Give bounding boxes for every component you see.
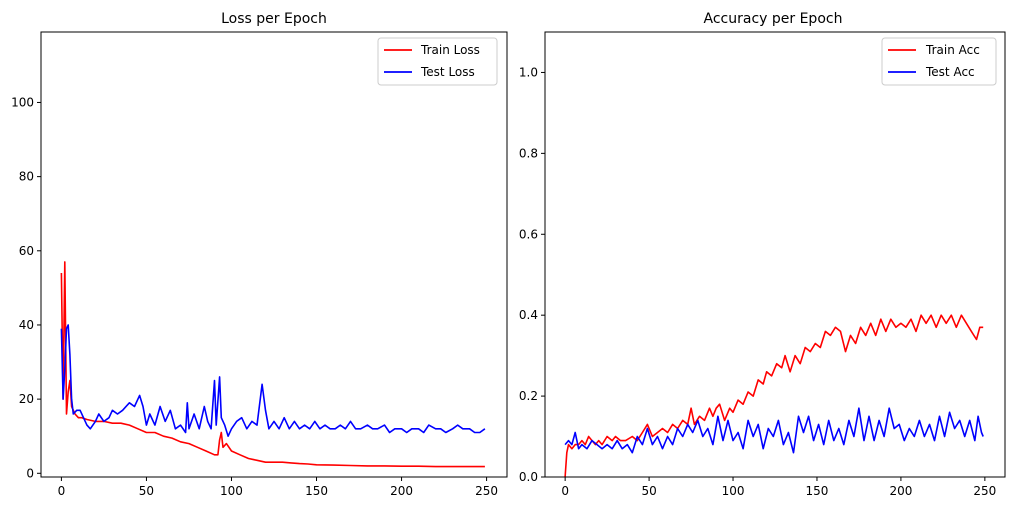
loss-series-line-train-loss bbox=[60, 261, 485, 468]
acc-y-tick-label: 0.0 bbox=[519, 470, 538, 484]
accuracy-legend: Train Acc Test Acc bbox=[881, 37, 997, 86]
loss-y-tick-label: 40 bbox=[19, 318, 34, 332]
loss-x-tick-label: 250 bbox=[475, 484, 498, 498]
acc-series-line-test-acc bbox=[564, 407, 984, 454]
loss-x-tick-label: 200 bbox=[390, 484, 413, 498]
loss-chart: Loss per Epoch 0 50 100 150 200 250 0 20 40 60 80 1… bbox=[11, 11, 508, 498]
loss-axes-frame bbox=[40, 31, 508, 478]
loss-y-tick-label: 60 bbox=[19, 244, 34, 258]
loss-y-tick-label: 0 bbox=[26, 466, 34, 480]
loss-chart-title: Loss per Epoch bbox=[221, 11, 327, 27]
acc-x-tick-label: 250 bbox=[973, 484, 996, 498]
loss-y-tick-label: 100 bbox=[11, 95, 34, 109]
loss-x-tick-label: 50 bbox=[139, 484, 154, 498]
accuracy-axes: 0 50 100 150 200 250 0.0 0.2 0.4 0.6 0.8 1.0 bbox=[519, 31, 1006, 498]
loss-x-tick-label: 0 bbox=[58, 484, 66, 498]
acc-y-tick-label: 1.0 bbox=[519, 65, 538, 79]
legend-label-train-loss: Train Loss bbox=[420, 43, 480, 57]
loss-series-line-test-loss bbox=[60, 324, 486, 437]
acc-y-tick-label: 0.2 bbox=[519, 389, 538, 403]
legend-label-test-loss: Test Loss bbox=[420, 65, 475, 79]
accuracy-chart-title: Accuracy per Epoch bbox=[704, 11, 843, 27]
accuracy-series-group bbox=[564, 314, 984, 477]
acc-y-tick-label: 0.6 bbox=[519, 227, 538, 241]
loss-y-tick-label: 20 bbox=[19, 392, 34, 406]
loss-axes: 0 50 100 150 200 250 0 20 40 60 80 100 bbox=[11, 31, 508, 498]
acc-x-tick-label: 200 bbox=[889, 484, 912, 498]
acc-x-tick-label: 100 bbox=[722, 484, 745, 498]
accuracy-chart: Accuracy per Epoch 0 50 100 150 200 250 0.0 0.2… bbox=[519, 11, 1006, 498]
loss-x-tick-label: 150 bbox=[305, 484, 328, 498]
loss-y-tick-label: 80 bbox=[19, 170, 34, 184]
acc-x-tick-label: 150 bbox=[806, 484, 829, 498]
acc-axes-frame bbox=[544, 31, 1006, 478]
acc-x-tick-label: 50 bbox=[641, 484, 656, 498]
legend-label-train-acc: Train Acc bbox=[925, 43, 980, 57]
acc-x-tick-label: 0 bbox=[561, 484, 569, 498]
loss-x-tick-label: 100 bbox=[220, 484, 243, 498]
loss-legend: Train Loss Test Loss bbox=[377, 37, 498, 86]
acc-y-tick-label: 0.4 bbox=[519, 308, 538, 322]
acc-y-tick-label: 0.8 bbox=[519, 146, 538, 160]
legend-label-test-acc: Test Acc bbox=[925, 65, 975, 79]
acc-series-line-train-acc bbox=[564, 314, 984, 477]
loss-series-group bbox=[60, 261, 486, 468]
